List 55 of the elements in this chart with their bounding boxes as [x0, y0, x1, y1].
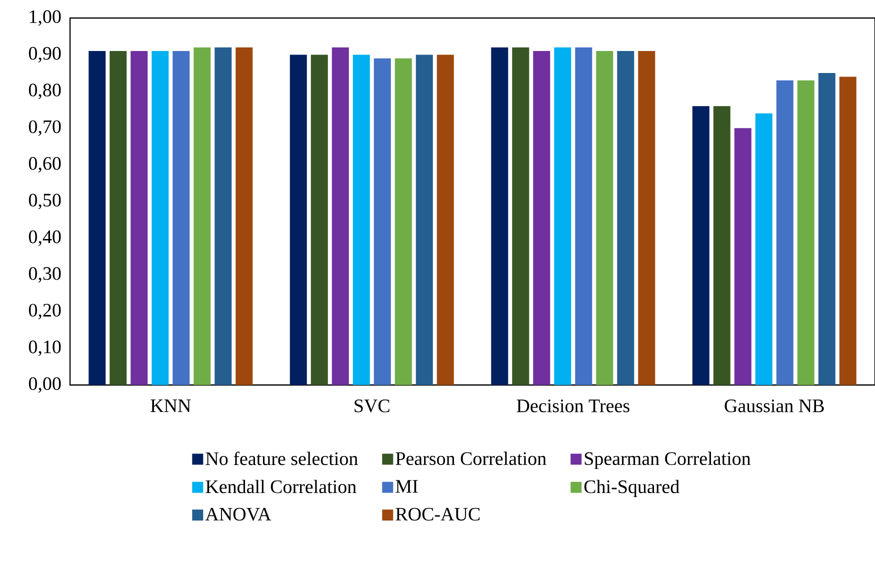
bar — [692, 106, 710, 385]
bar — [332, 47, 349, 385]
bar — [734, 128, 752, 385]
y-tick-label: 0,90 — [28, 46, 61, 62]
bar — [575, 47, 592, 385]
bar — [755, 113, 772, 385]
bar — [194, 47, 211, 385]
y-tick-label: 0,70 — [28, 120, 61, 136]
x-tick-label: Decision Trees — [516, 400, 630, 412]
legend-label: ROC-AUC — [396, 508, 480, 521]
bar — [436, 54, 454, 385]
y-tick-label: 0,60 — [28, 157, 61, 173]
y-tick-label: 0,40 — [28, 230, 61, 246]
bar — [310, 54, 328, 385]
bar — [236, 47, 253, 385]
bar — [416, 54, 433, 385]
bar — [797, 80, 814, 385]
x-tick-label: KNN — [150, 400, 191, 412]
legend-label: MI — [396, 480, 418, 493]
legend-label: Kendall Correlation — [206, 480, 356, 494]
legend-label: No feature selection — [206, 452, 358, 466]
y-tick-label: 0,50 — [28, 194, 61, 210]
bar — [554, 47, 572, 385]
bar — [394, 58, 412, 385]
bar — [533, 51, 550, 385]
bar — [638, 51, 656, 385]
bar — [172, 51, 190, 385]
bar — [839, 76, 856, 385]
bar — [214, 47, 232, 385]
legend-label: Pearson Correlation — [396, 452, 546, 466]
y-tick-label: 0,00 — [28, 377, 61, 393]
bar — [818, 73, 836, 385]
x-tick-label: SVC — [354, 400, 390, 412]
bar — [776, 80, 794, 385]
bar — [352, 54, 370, 385]
y-tick-label: 0,10 — [28, 340, 61, 356]
y-tick-label: 0,20 — [28, 304, 61, 320]
bar — [152, 51, 169, 385]
legend-label: ANOVA — [205, 508, 272, 521]
y-tick-label: 0,30 — [28, 267, 61, 283]
bar — [512, 47, 530, 385]
bar — [491, 47, 508, 385]
y-tick-label: 0,80 — [28, 84, 61, 100]
bar — [88, 51, 106, 385]
bar — [290, 54, 307, 385]
bar — [617, 51, 634, 385]
legend-label: Spearman Correlation — [584, 452, 751, 469]
legend-label: Chi-Squared — [584, 480, 680, 498]
bar — [130, 51, 148, 385]
bar — [374, 58, 391, 385]
bar — [713, 106, 730, 385]
bar — [110, 51, 127, 385]
x-tick-label: Gaussian NB — [724, 400, 824, 412]
y-tick-label: 1,00 — [30, 10, 61, 26]
bar — [596, 51, 614, 385]
